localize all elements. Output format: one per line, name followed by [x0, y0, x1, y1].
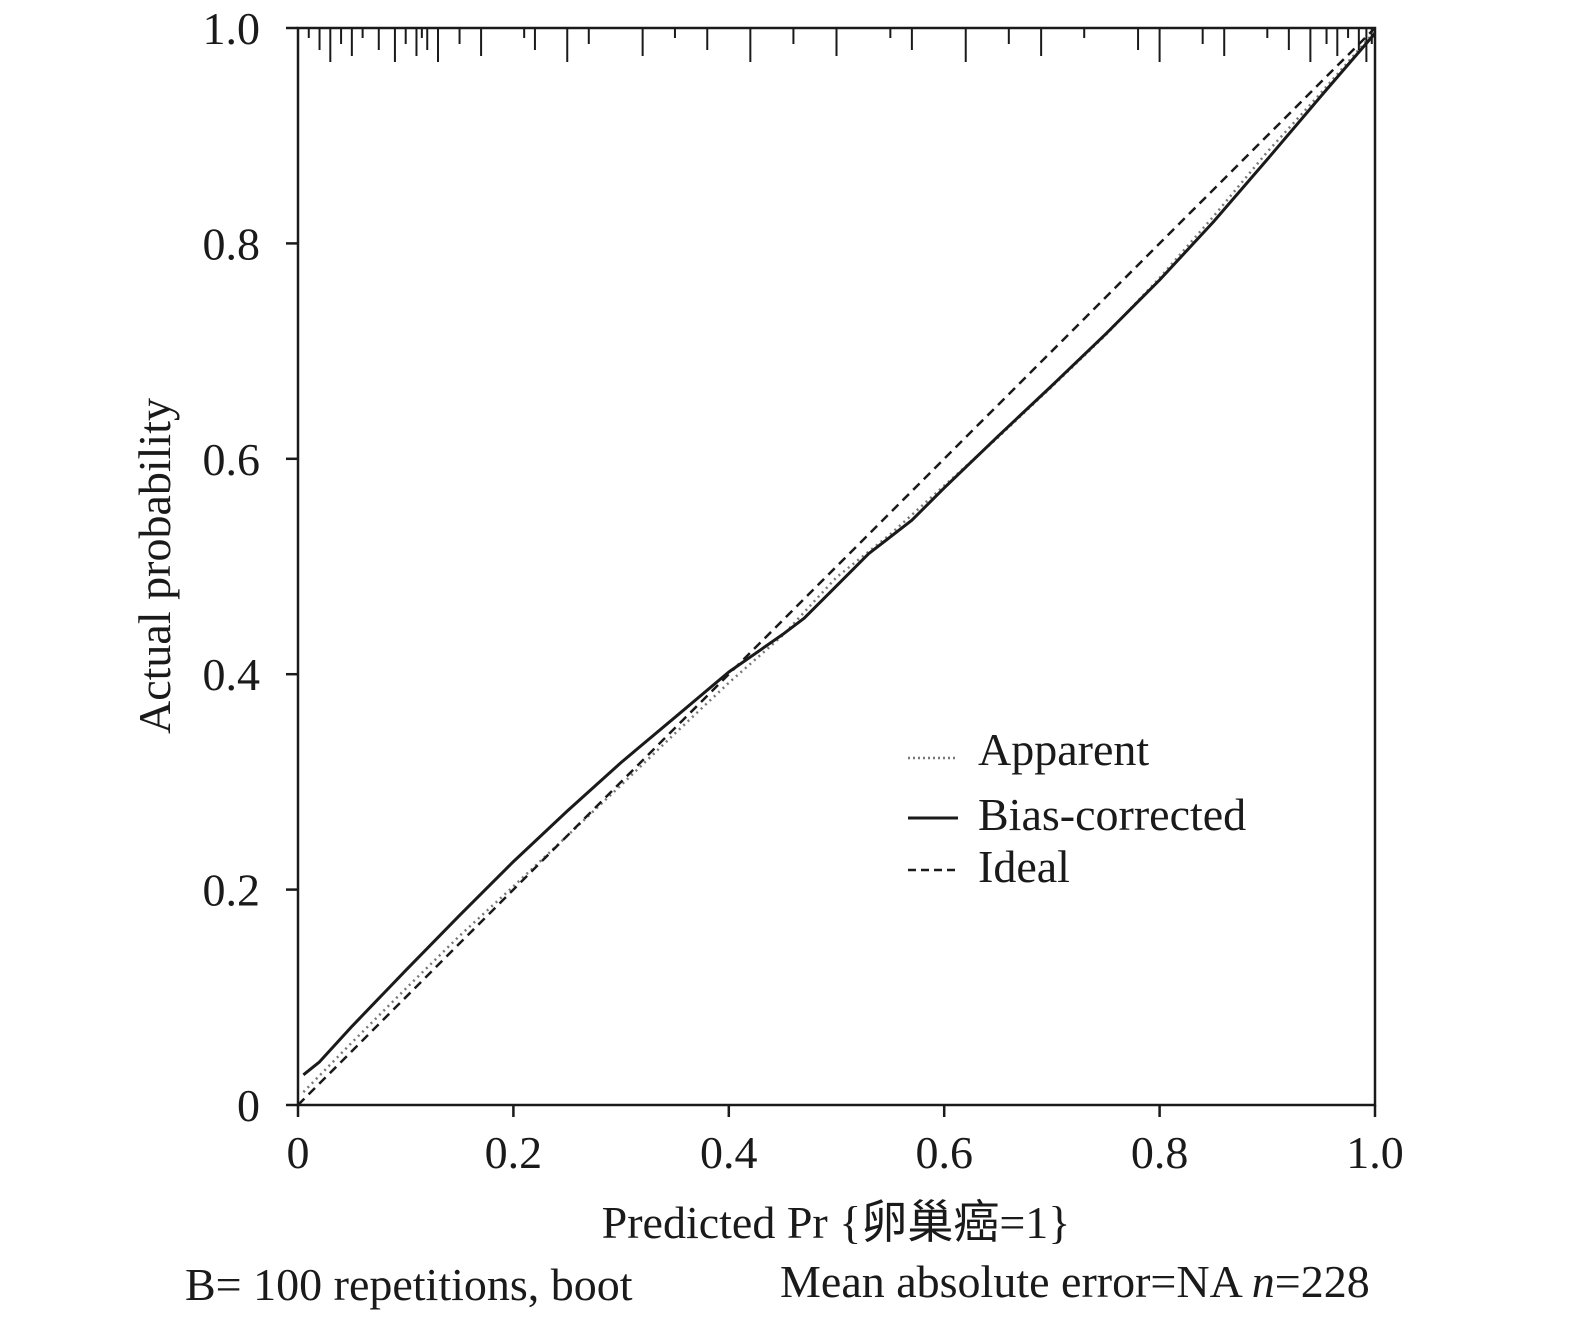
sample-size-symbol: n: [1252, 1256, 1275, 1307]
series-apparent-line: [302, 30, 1376, 1093]
bootstrap-caption: B= 100 repetitions, boot: [185, 1259, 633, 1310]
x-tick-label: 0.2: [485, 1127, 543, 1178]
y-axis-title: Actual probability: [129, 398, 180, 734]
error-caption-prefix: Mean absolute error=NA: [780, 1256, 1252, 1307]
y-tick-label: 0.4: [203, 649, 261, 700]
y-tick-label: 0.6: [203, 434, 261, 485]
x-tick-label: 1.0: [1346, 1127, 1404, 1178]
y-tick-label: 0.8: [203, 218, 261, 269]
series-ideal-line: [297, 27, 1376, 1106]
x-tick-label: 0: [287, 1127, 310, 1178]
x-tick-label: 0.6: [915, 1127, 973, 1178]
y-tick-label: 1.0: [203, 3, 261, 54]
series-lines: [297, 27, 1377, 1106]
legend-ideal-label: Ideal: [978, 841, 1070, 892]
sample-size-value: =228: [1275, 1256, 1370, 1307]
legend-apparent-label: Apparent: [978, 724, 1149, 775]
error-caption: Mean absolute error=NA n=228: [780, 1256, 1370, 1307]
legend-bias-corrected-label: Bias-corrected: [978, 789, 1246, 840]
x-tick-label: 0.4: [700, 1127, 758, 1178]
prediction-rug: [307, 28, 1376, 62]
legend: Apparent Bias-corrected Ideal: [908, 724, 1246, 892]
y-tick-label: 0.2: [203, 865, 261, 916]
x-axis: 0 0.2 0.4 0.6 0.8 1.0: [287, 1105, 1404, 1178]
x-axis-title: Predicted Pr {卵巢癌=1}: [602, 1197, 1071, 1248]
x-tick-label: 0.8: [1131, 1127, 1189, 1178]
y-axis: 0 0.2 0.4 0.6 0.8 1.0: [203, 3, 298, 1131]
series-bias-corrected-line: [302, 32, 1377, 1076]
y-tick-label: 0: [237, 1080, 260, 1131]
